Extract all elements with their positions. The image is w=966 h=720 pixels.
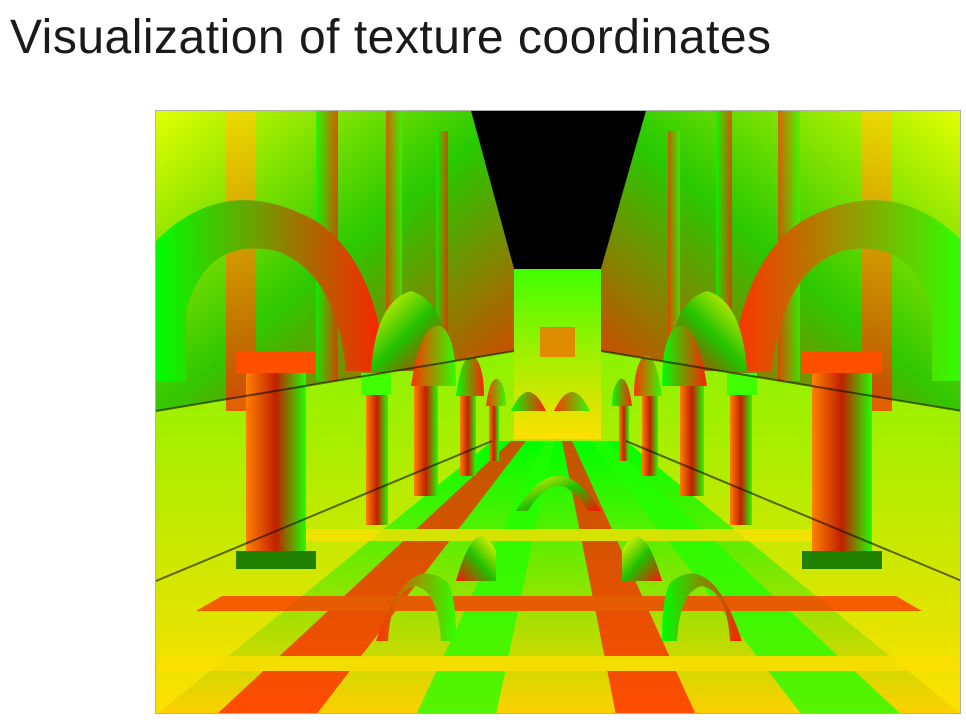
uv-render-image	[155, 110, 961, 714]
slide-title: Visualization of texture coordinates	[10, 11, 772, 64]
